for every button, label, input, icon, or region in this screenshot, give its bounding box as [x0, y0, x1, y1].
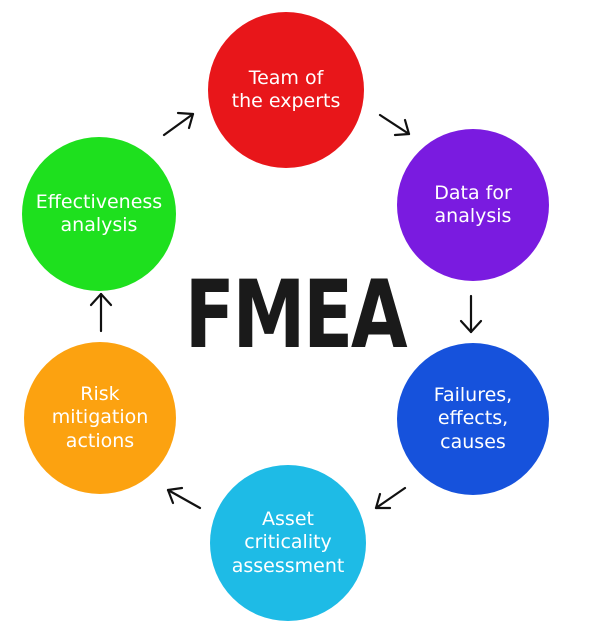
diagram-title: FMEA — [184, 260, 408, 370]
node-risk-mitigation-actions: Risk mitigation actions — [24, 342, 176, 494]
node-data-for-analysis: Data for analysis — [397, 129, 549, 281]
node-data-label: Data for analysis — [434, 181, 512, 227]
node-team-label: Team of the experts — [231, 66, 341, 112]
arrow-team-to-data-icon — [378, 113, 411, 137]
arrow-asset-to-risk-icon — [166, 486, 202, 510]
arrow-risk-to-effectiveness-icon — [89, 292, 113, 333]
node-effectiveness-analysis: Effectiveness analysis — [22, 137, 176, 291]
node-failures-label: Failures, effects, causes — [433, 384, 513, 453]
node-risk-label: Risk mitigation actions — [51, 383, 149, 452]
arrow-data-to-failures-icon — [459, 294, 483, 334]
node-effectiveness-label: Effectiveness analysis — [35, 190, 163, 236]
node-asset-label: Asset criticality assessment — [231, 508, 345, 577]
node-team-of-the-experts: Team of the experts — [208, 12, 364, 168]
arrow-failures-to-asset-icon — [374, 486, 407, 510]
node-failures-effects-causes: Failures, effects, causes — [397, 343, 549, 495]
arrow-effectiveness-to-team-icon — [162, 111, 195, 137]
node-asset-criticality-assessment: Asset criticality assessment — [210, 465, 366, 621]
